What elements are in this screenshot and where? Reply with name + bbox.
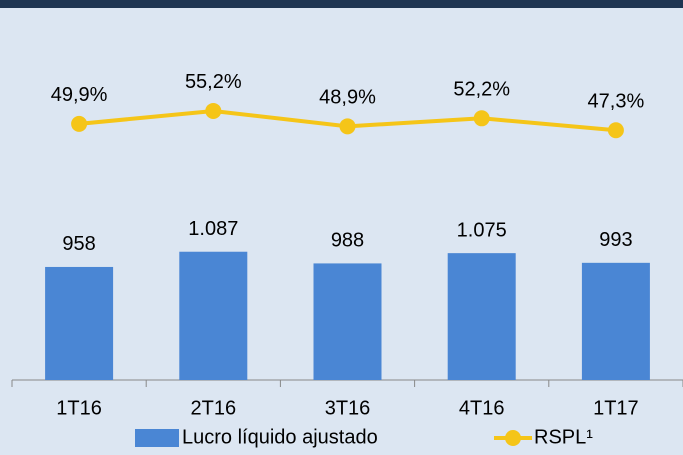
legend-marker (505, 430, 521, 446)
x-tick-label: 4T16 (459, 397, 505, 419)
x-tick-label: 1T17 (593, 397, 639, 419)
line-point (473, 110, 490, 127)
bar (45, 266, 114, 380)
line-value-label: 48,9% (319, 87, 376, 109)
bar-value-label: 1.075 (457, 219, 507, 241)
line-value-label: 49,9% (51, 84, 108, 106)
bar-value-label: 993 (599, 229, 632, 251)
x-tick-label: 3T16 (325, 397, 371, 419)
legend-label: RSPL¹ (534, 426, 593, 448)
bar (581, 262, 650, 380)
line-point (339, 118, 356, 135)
line-point (607, 122, 624, 139)
line-value-label: 47,3% (588, 91, 645, 113)
line-value-label: 52,2% (453, 79, 510, 101)
header-strip (0, 0, 683, 8)
x-tick-label: 1T16 (56, 397, 102, 419)
line-point (71, 115, 88, 132)
bar (313, 263, 382, 380)
legend-swatch (135, 429, 179, 447)
line-point (205, 102, 222, 119)
bar (447, 253, 516, 380)
bar-value-label: 958 (62, 233, 95, 255)
legend-label: Lucro líquido ajustado (182, 426, 378, 448)
bar-value-label: 988 (331, 230, 364, 252)
bar (179, 251, 248, 380)
line-value-label: 55,2% (185, 71, 242, 93)
bar-value-label: 1.087 (188, 218, 238, 240)
x-tick-label: 2T16 (191, 397, 237, 419)
